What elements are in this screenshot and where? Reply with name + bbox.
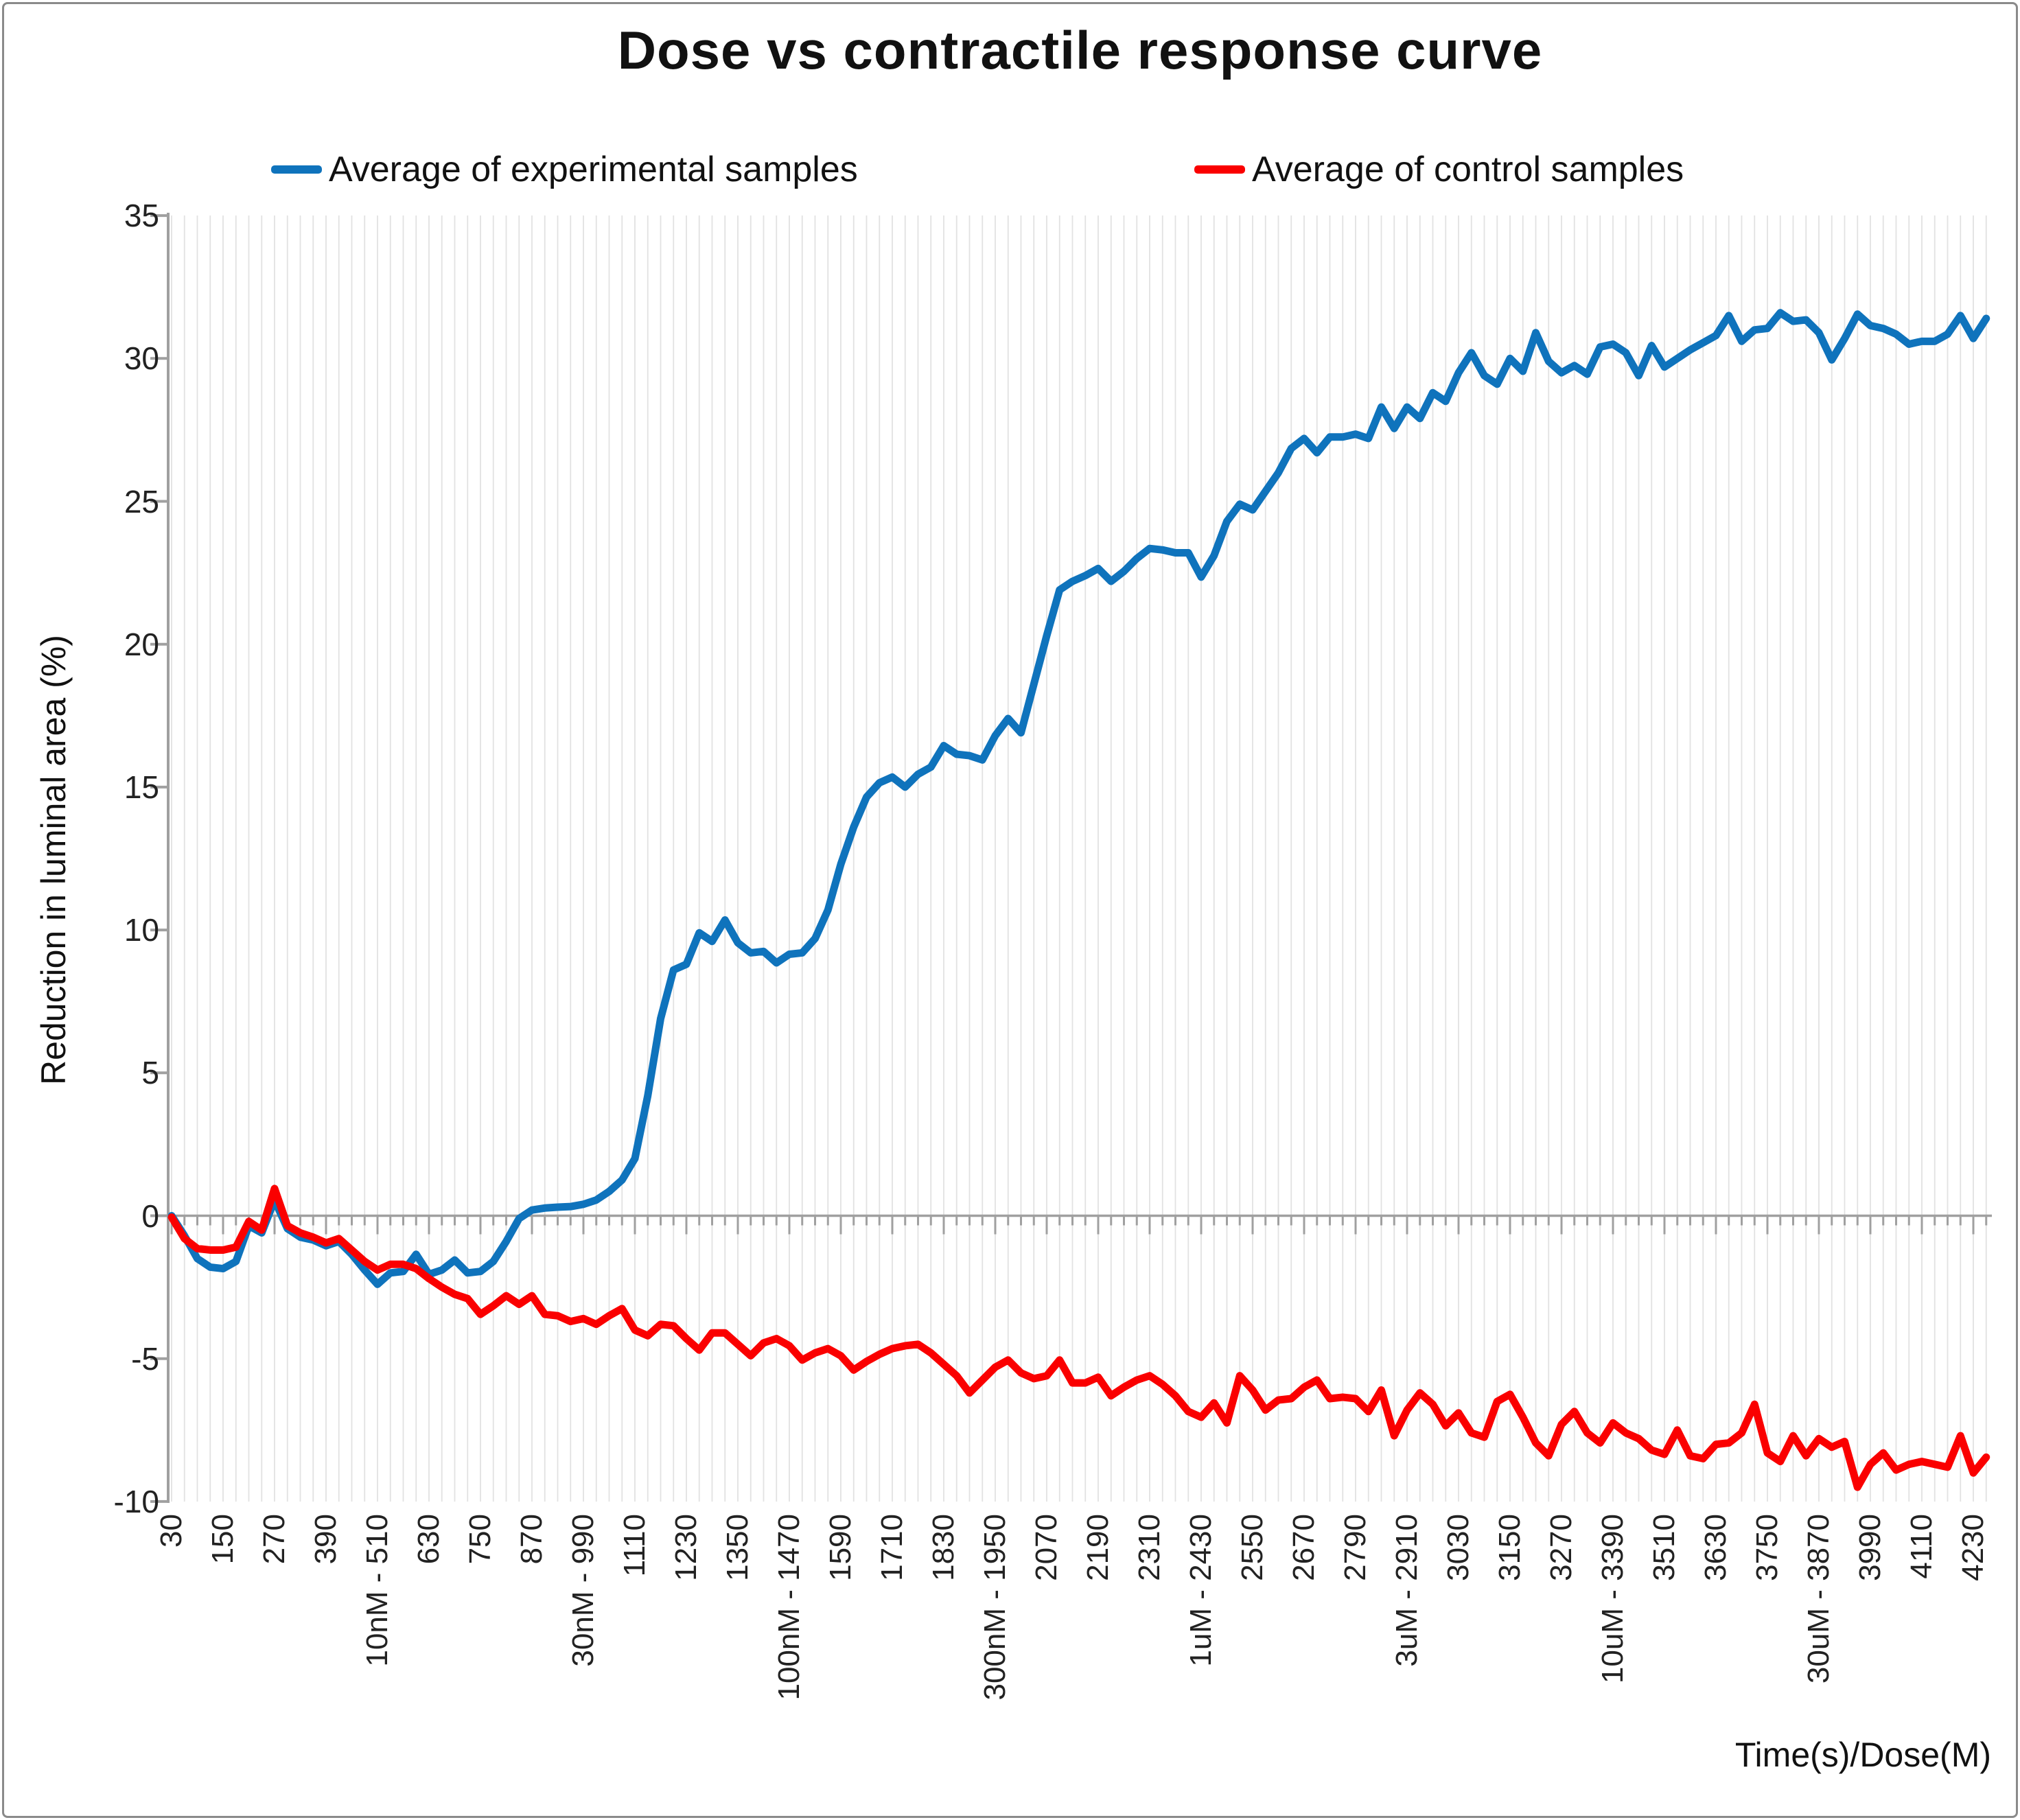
x-tick-label: 2670: [1287, 1514, 1321, 1581]
x-tick-label: 1110: [618, 1514, 651, 1577]
series-line-experimental: [167, 309, 1990, 1288]
x-tick-label: 1590: [824, 1514, 857, 1581]
x-axis-title: Time(s)/Dose(M): [1734, 1736, 1991, 1774]
chart-title: Dose vs contractile response curve: [617, 20, 1543, 80]
x-tick-label: 10uM - 3390: [1596, 1514, 1629, 1684]
x-tick-label: 1710: [875, 1514, 909, 1581]
x-tick-label: 630: [412, 1514, 445, 1565]
legend: Average of experimental samples Average …: [0, 145, 2020, 194]
y-tick-label: 10: [124, 912, 159, 948]
x-tick-label: 30uM - 3870: [1802, 1514, 1835, 1684]
x-tick-label: 30nM - 990: [566, 1514, 600, 1667]
x-tick-label: 2190: [1081, 1514, 1115, 1581]
y-tick-label: 20: [124, 626, 159, 662]
legend-label-experimental: Average of experimental samples: [329, 150, 858, 189]
y-tick-label: -10: [113, 1483, 159, 1519]
x-tick-label: 3510: [1647, 1514, 1681, 1581]
x-tick-label: 870: [515, 1514, 548, 1565]
series-line-control: [167, 1185, 1990, 1491]
x-tick-label: 2070: [1030, 1514, 1063, 1581]
x-tick-label: 4230: [1956, 1514, 1990, 1581]
x-tick-label: 150: [206, 1514, 240, 1565]
legend-line-experimental-icon: [271, 165, 322, 174]
legend-item-control: Average of control samples: [1194, 145, 1684, 194]
x-tick-label: 100nM - 1470: [772, 1514, 806, 1701]
y-axis-title: Reduction in luminal area (%): [34, 635, 73, 1085]
y-tick-label: 0: [141, 1198, 159, 1234]
y-tick-label: 30: [124, 340, 159, 377]
x-tick-label: 1uM - 2430: [1184, 1514, 1218, 1667]
x-tick-label: 4110: [1905, 1514, 1938, 1579]
x-tick-label: 3150: [1493, 1514, 1526, 1581]
x-tick-label: 1830: [927, 1514, 960, 1581]
x-tick-label: 750: [463, 1514, 497, 1565]
y-tick-label: 25: [124, 483, 159, 520]
x-tick-label: 300nM - 1950: [978, 1514, 1012, 1701]
y-tick-label: -5: [131, 1340, 159, 1377]
x-tick-label: 2790: [1338, 1514, 1372, 1581]
legend-line-control-icon: [1194, 165, 1245, 174]
y-tick-label: 35: [124, 198, 159, 234]
x-tick-label: 2550: [1235, 1514, 1269, 1581]
x-tick-label: 2310: [1133, 1514, 1166, 1581]
legend-label-control: Average of control samples: [1252, 150, 1684, 189]
x-tick-label: 3750: [1750, 1514, 1784, 1581]
y-tick-label: 15: [124, 769, 159, 805]
x-tick-label: 390: [309, 1514, 343, 1565]
x-tick-label: 3990: [1853, 1514, 1887, 1581]
x-tick-label: 3030: [1441, 1514, 1475, 1581]
x-tick-label: 1230: [669, 1514, 703, 1581]
y-tick-label: 5: [141, 1055, 159, 1091]
legend-item-experimental: Average of experimental samples: [271, 145, 858, 194]
x-tick-label: 3630: [1699, 1514, 1732, 1581]
x-tick-label: 10nM - 510: [360, 1514, 394, 1667]
x-tick-label: 270: [257, 1514, 291, 1565]
x-tick-label: 3uM - 2910: [1390, 1514, 1424, 1667]
x-tick-label: 1350: [721, 1514, 754, 1581]
x-tick-label: 3270: [1544, 1514, 1578, 1581]
